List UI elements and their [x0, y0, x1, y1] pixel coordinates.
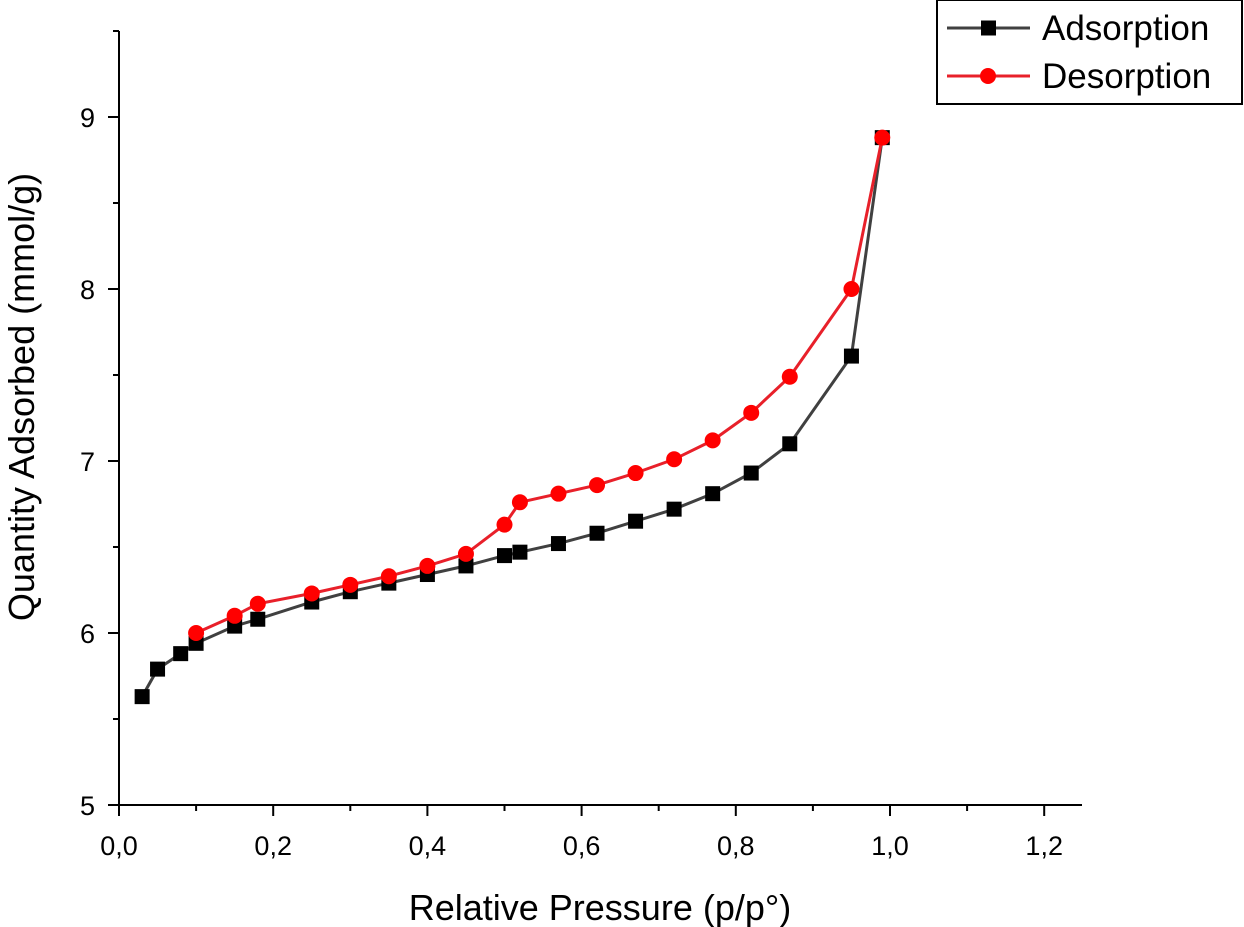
x-tick-label: 0,8	[717, 831, 755, 861]
data-point	[666, 501, 682, 517]
data-point	[134, 689, 150, 705]
data-point	[705, 486, 721, 502]
y-tick-label: 8	[80, 275, 95, 305]
data-point	[226, 607, 243, 624]
data-point	[380, 568, 397, 585]
data-point	[874, 129, 891, 146]
data-point	[249, 595, 266, 612]
x-axis-title: Relative Pressure (p/p°)	[409, 887, 792, 927]
legend-marker	[980, 68, 996, 84]
data-point	[743, 465, 759, 481]
data-point	[188, 625, 205, 641]
legend: Adsorption Desorption	[936, 0, 1243, 105]
data-point	[589, 525, 605, 541]
axes: 0,0 0,2 0,4 0,6 0,8 1,0 1,2 5 6 7 8 9	[80, 30, 1082, 861]
data-point	[628, 513, 644, 529]
data-point	[457, 545, 474, 562]
data-point	[419, 557, 436, 574]
x-tick-label: 0,6	[563, 831, 601, 861]
data-point	[250, 611, 266, 627]
data-point	[666, 451, 683, 468]
data-point	[782, 436, 798, 452]
y-tick-label: 5	[80, 791, 95, 821]
legend-box	[936, 0, 1243, 105]
data-point	[497, 548, 512, 564]
data-point	[511, 494, 528, 511]
legend-label: Adsorption	[1042, 9, 1209, 48]
y-tick-label: 7	[80, 447, 95, 477]
legend-label: Desorption	[1042, 57, 1211, 96]
x-tick-label: 0,2	[254, 831, 292, 861]
series-line	[140, 137, 884, 698]
x-tick-label: 0,0	[100, 831, 138, 861]
data-point	[173, 646, 189, 662]
x-tick-label: 0,4	[409, 831, 447, 861]
y-axis-title: Quantity Adsorbed (mmol/g)	[1, 173, 42, 621]
x-tick-label: 1,0	[871, 831, 909, 861]
data-point	[781, 368, 798, 385]
data-point	[843, 348, 859, 364]
data-point	[342, 576, 359, 593]
x-tick-label: 1,2	[1025, 831, 1063, 861]
data-point	[589, 477, 606, 494]
data-point	[512, 544, 528, 560]
data-point	[704, 432, 721, 449]
series-layer	[134, 129, 891, 705]
data-point	[550, 536, 566, 552]
series-adsorption	[134, 130, 890, 705]
data-point	[496, 516, 513, 533]
legend-marker	[981, 20, 996, 36]
data-point	[550, 485, 567, 502]
series-line	[195, 137, 884, 635]
y-tick-label: 9	[80, 103, 95, 133]
series-desorption	[188, 129, 891, 641]
data-point	[458, 558, 474, 574]
data-point	[150, 661, 166, 677]
y-tick-label: 6	[80, 619, 95, 649]
data-point	[627, 465, 644, 482]
data-point	[303, 585, 320, 602]
data-point	[843, 281, 860, 297]
data-point	[743, 404, 760, 421]
